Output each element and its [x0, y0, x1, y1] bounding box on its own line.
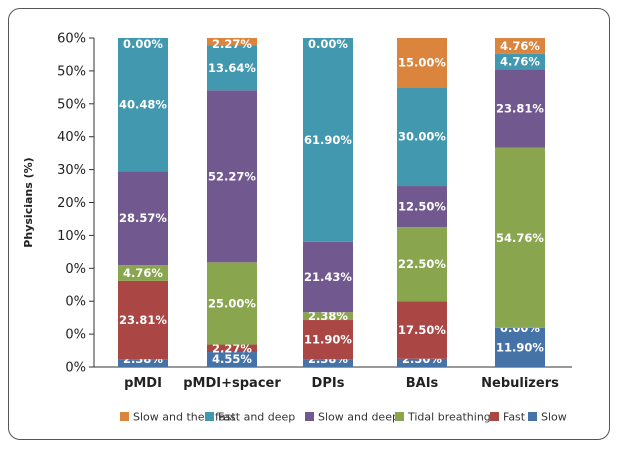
bar-segment-fast	[207, 344, 257, 353]
legend-swatch	[528, 412, 537, 421]
x-category-label: pMDI	[124, 376, 162, 391]
bar-value-label: 17.50%	[398, 323, 446, 337]
bar-value-label: 0.00%	[308, 37, 348, 51]
bar-segment-slow-and-then-fast	[495, 38, 545, 54]
y-tick-label: 0%	[65, 361, 86, 376]
bar-segment-fast-and-deep	[118, 38, 168, 172]
y-tick-label: 40%	[57, 130, 86, 145]
x-category-label: BAIs	[406, 376, 439, 391]
bar-value-label: 4.76%	[123, 266, 163, 280]
y-tick-label: 30%	[57, 163, 86, 178]
bar-value-label: 11.90%	[304, 333, 352, 347]
y-tick-label: 50%	[57, 97, 86, 112]
y-tick-label: 10%	[57, 229, 86, 244]
bar-segment-tidal-breathing	[397, 227, 447, 302]
legend-swatch	[120, 412, 129, 421]
bar-segment-tidal-breathing	[118, 265, 168, 281]
legend-swatch	[395, 412, 404, 421]
legend-label: Fast and deep	[218, 411, 295, 424]
x-category-label: pMDI+spacer	[183, 376, 281, 391]
bar-segment-slow	[495, 327, 545, 367]
y-tick-label: 20%	[57, 196, 86, 211]
legend-label: Slow and deep	[318, 411, 399, 424]
bar-value-label: 52.27%	[208, 169, 256, 183]
bar-value-label: 2.27%	[212, 37, 252, 51]
bar-value-label: 25.00%	[208, 296, 256, 310]
legend-label: Slow	[541, 411, 567, 424]
bar-value-label: 4.76%	[500, 55, 540, 69]
bar-segment-fast-and-deep	[397, 87, 447, 187]
bar-value-label: 23.81%	[119, 313, 167, 327]
bar-segment-slow-and-then-fast	[207, 38, 257, 46]
bar-value-label: 0.00%	[123, 37, 163, 51]
bar-segment-slow-and-deep	[495, 69, 545, 148]
bar-value-label: 2.38%	[308, 309, 348, 323]
bar-segment-fast	[303, 320, 353, 360]
bar-segment-fast-and-deep	[495, 53, 545, 70]
bar-value-label: 54.76%	[496, 231, 544, 245]
legend-swatch	[305, 412, 314, 421]
bar-segment-slow-and-deep	[207, 90, 257, 263]
bar-value-label: 28.57%	[119, 211, 167, 225]
y-tick-label: 60%	[57, 32, 86, 47]
bar-segment-slow-and-deep	[118, 171, 168, 266]
bar-value-label: 23.81%	[496, 102, 544, 116]
bar-segment-slow	[397, 358, 447, 367]
bar-segment-fast	[397, 301, 447, 359]
x-category-label: Nebulizers	[481, 376, 559, 391]
bar-segment-tidal-breathing	[303, 312, 353, 321]
y-axis-title: Physicians (%)	[22, 157, 35, 247]
y-tick-label: 50%	[57, 64, 86, 79]
y-tick-label: 0%	[65, 295, 86, 310]
bar-segment-fast	[118, 280, 168, 360]
bar-value-label: 13.64%	[208, 61, 256, 75]
bar-segment-slow-and-deep	[397, 186, 447, 228]
bar-segment-slow	[118, 359, 168, 367]
x-category-label: DPIs	[312, 376, 345, 391]
bar-value-label: 22.50%	[398, 257, 446, 271]
bar-segment-fast-and-deep	[207, 45, 257, 91]
bar-segment-slow-and-then-fast	[397, 38, 447, 88]
bar-segment-slow	[303, 359, 353, 367]
bar-value-label: 15.00%	[398, 56, 446, 70]
y-tick-label: 0%	[65, 328, 86, 343]
bar-value-label: 4.76%	[500, 39, 540, 53]
bar-segment-fast-and-deep	[303, 38, 353, 242]
bar-segment-slow-and-deep	[303, 241, 353, 313]
bar-value-label: 11.90%	[496, 340, 544, 354]
legend-swatch	[490, 412, 499, 421]
bar-segment-tidal-breathing	[495, 147, 545, 328]
bar-segment-slow	[207, 352, 257, 367]
bar-value-label: 40.48%	[119, 98, 167, 112]
legend-label: Tidal breathing	[407, 411, 491, 424]
bar-value-label: 2.27%	[212, 341, 252, 355]
bar-value-label: 30.00%	[398, 130, 446, 144]
bar-value-label: 61.90%	[304, 133, 352, 147]
legend-swatch	[205, 412, 214, 421]
bar-value-label: 21.43%	[304, 270, 352, 284]
bar-value-label: 12.50%	[398, 200, 446, 214]
y-tick-label: 0%	[65, 262, 86, 277]
bar-value-label: 4.55%	[212, 352, 252, 366]
legend-label: Fast	[503, 411, 526, 424]
bar-segment-tidal-breathing	[207, 262, 257, 345]
